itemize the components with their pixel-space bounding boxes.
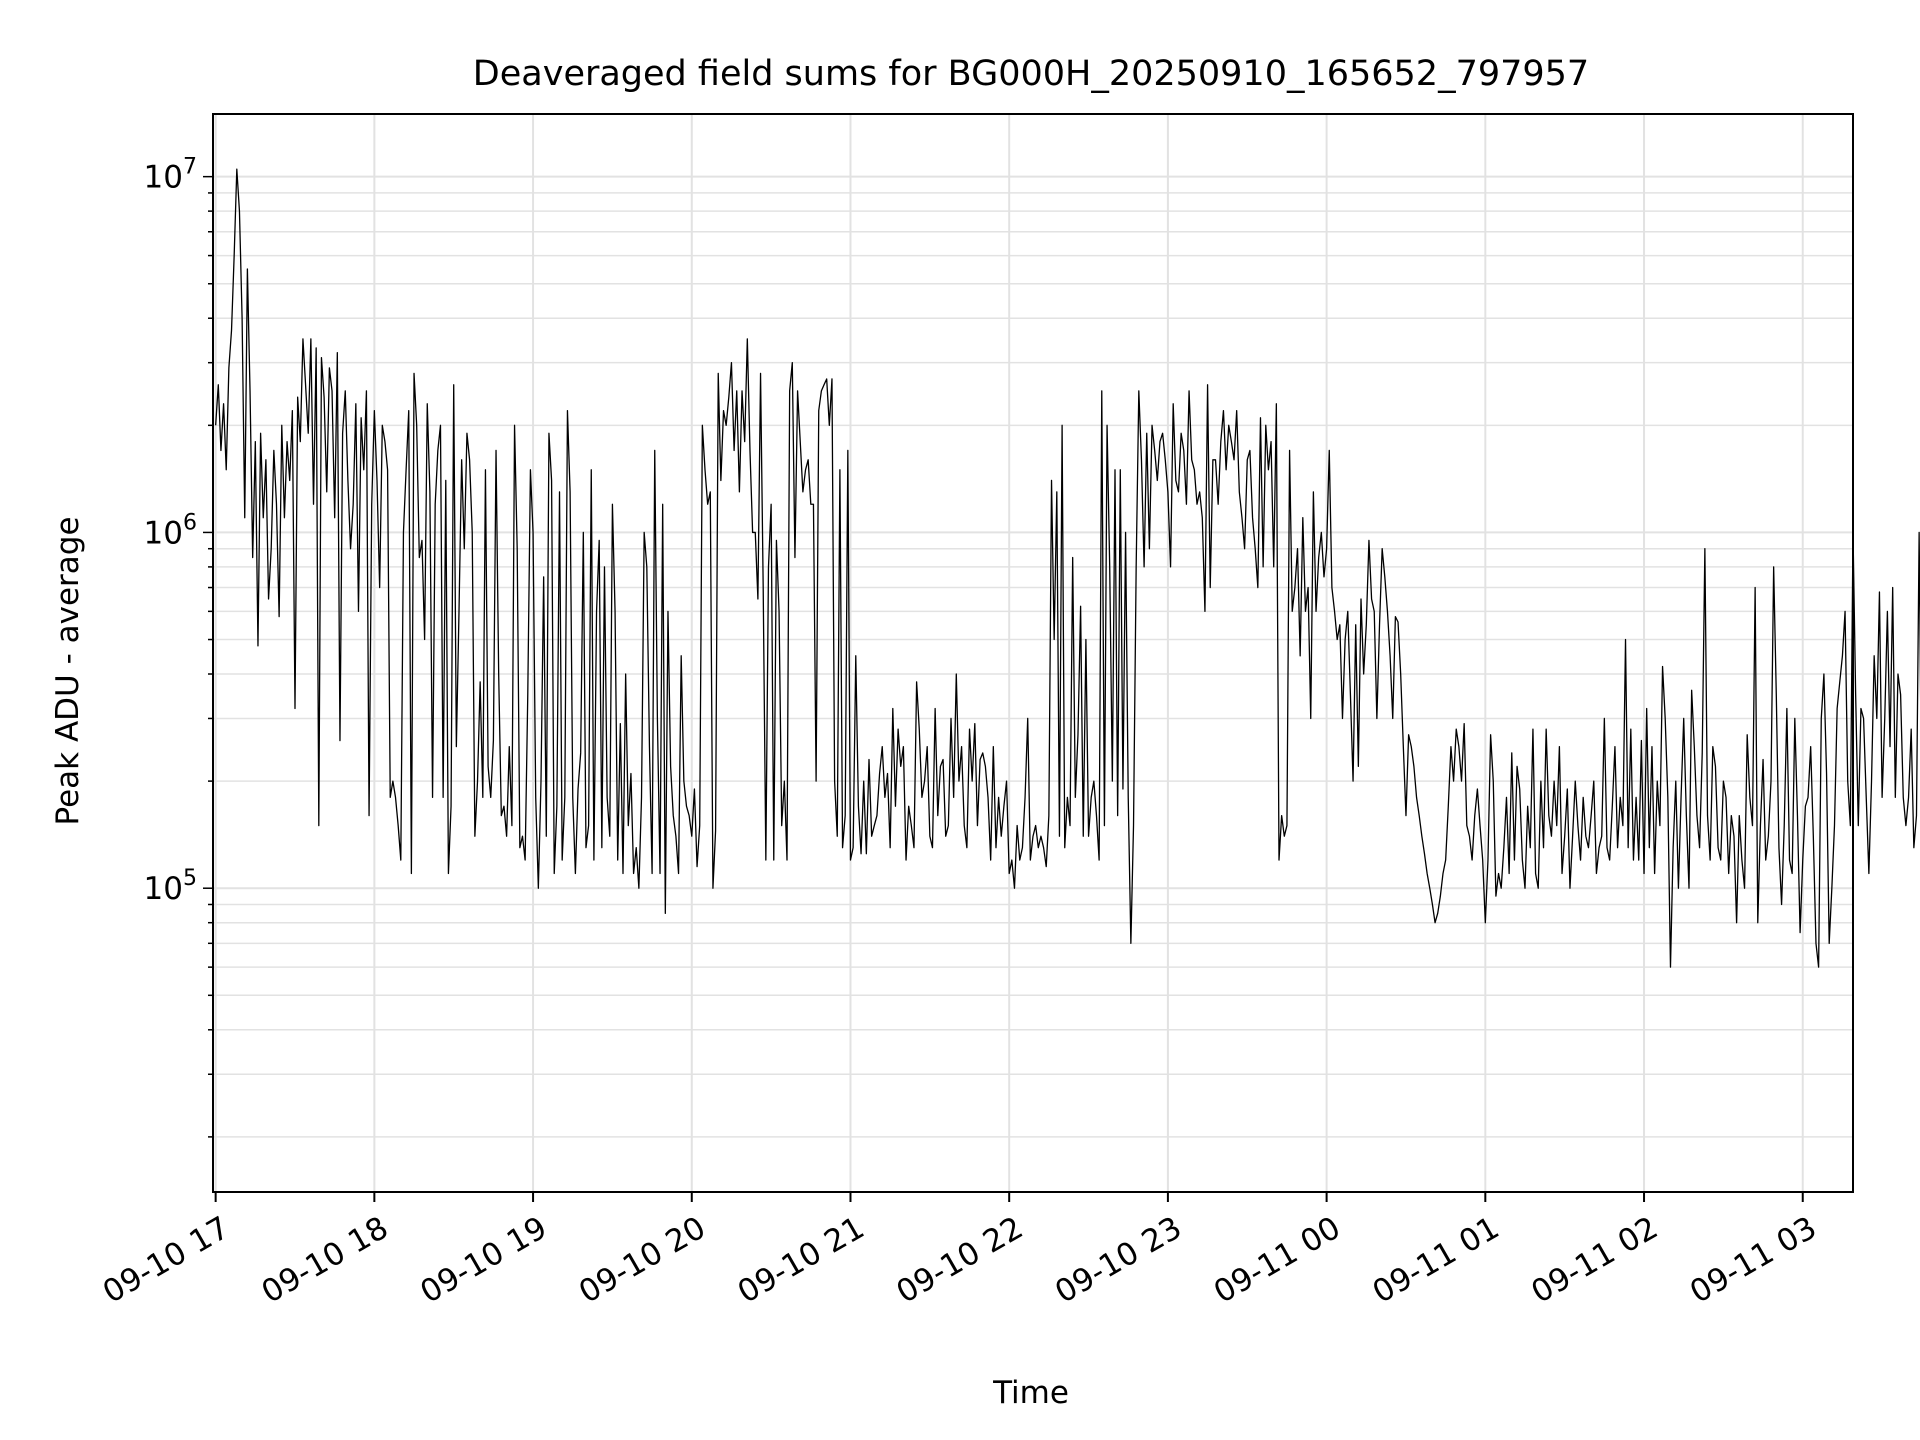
y-tick-label: 105: [144, 866, 197, 907]
x-tick-label: 09-10 19: [414, 1210, 553, 1311]
x-tick-label: 09-11 01: [1367, 1210, 1506, 1311]
y-axis-label: Peak ADU - average: [50, 516, 86, 825]
grid-lines: [213, 114, 1853, 1192]
series-line-0: [215, 168, 1920, 968]
x-tick-label: 09-10 20: [573, 1210, 712, 1311]
y-axis-ticks: 105 106 107: [144, 155, 213, 1138]
plot-area-frame: [212, 113, 1854, 1193]
x-axis-label: Time: [992, 1375, 1069, 1411]
x-tick-label: 09-11 03: [1684, 1210, 1823, 1311]
x-tick-label: 09-11 02: [1525, 1210, 1664, 1311]
x-tick-label: 09-10 21: [732, 1210, 871, 1311]
x-tick-label: 09-10 23: [1049, 1210, 1188, 1311]
chart-title: Deaveraged field sums for BG000H_2025091…: [473, 54, 1589, 94]
x-tick-label: 09-10 17: [97, 1210, 236, 1311]
y-tick-label: 107: [144, 155, 197, 196]
x-axis-ticks: 09-10 17 09-10 18 09-10 19 09-10 20 09-10 21…: [97, 1192, 1823, 1311]
y-tick-label: 106: [144, 510, 197, 551]
data-series: [215, 168, 1920, 968]
x-tick-label: 09-10 18: [256, 1210, 395, 1311]
x-tick-label: 09-11 00: [1208, 1210, 1347, 1311]
x-tick-label: 09-10 22: [890, 1210, 1029, 1311]
